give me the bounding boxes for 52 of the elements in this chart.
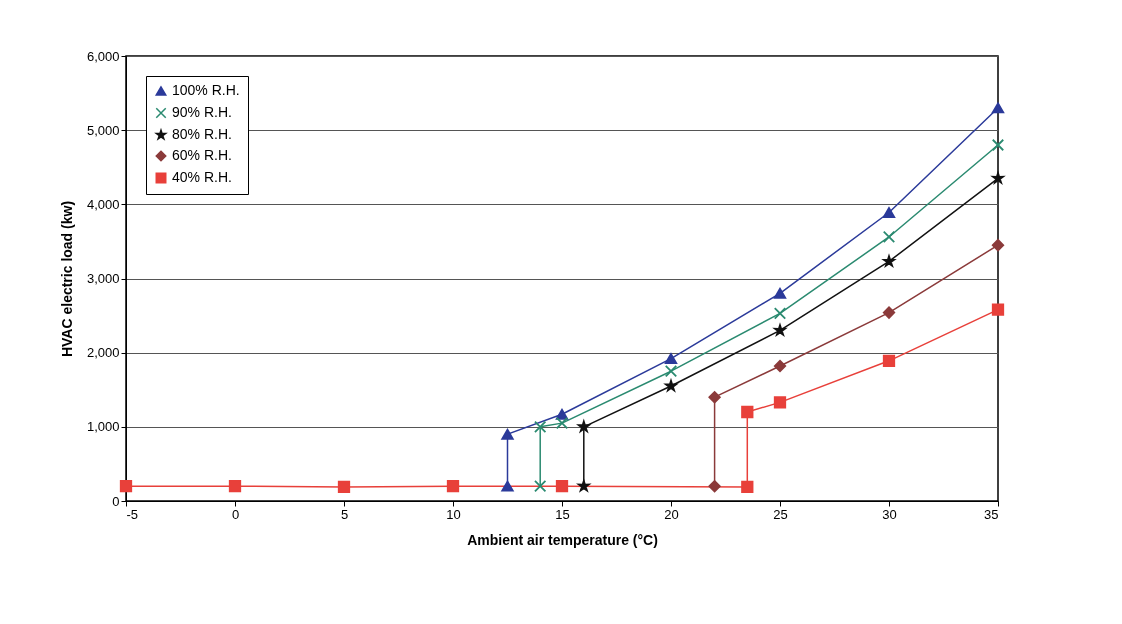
point [534, 480, 547, 493]
point [555, 416, 569, 430]
point [991, 102, 1005, 114]
y-tick-label: 5,000 [86, 122, 120, 138]
legend-label: 100% R.H. [172, 82, 240, 98]
x-tick-label: 30 [882, 506, 897, 522]
legend-label: 90% R.H. [172, 104, 232, 120]
y-tick-label: 1,000 [86, 419, 120, 435]
legend-label: 40% R.H. [172, 169, 232, 185]
point [773, 396, 787, 409]
point [555, 480, 569, 493]
point [882, 207, 896, 218]
point [534, 420, 547, 433]
point [882, 354, 896, 367]
point [991, 238, 1005, 252]
point [337, 480, 351, 494]
x-tick-label: 15 [555, 506, 570, 522]
point [882, 306, 896, 319]
y-tick-label: 4,000 [86, 196, 120, 212]
point [446, 480, 460, 493]
point [741, 405, 754, 419]
y-axis-title: HVAC electric load (kw) [58, 200, 75, 358]
point [708, 391, 721, 404]
point [991, 303, 1005, 316]
point [119, 480, 133, 493]
x-tick-label: -5 [126, 506, 139, 522]
point [773, 307, 787, 320]
legend-label: 60% R.H. [172, 147, 232, 163]
point [501, 428, 514, 440]
point [664, 353, 678, 365]
point [664, 365, 678, 378]
y-tick-label: 3,000 [86, 271, 120, 286]
y-tick-label: 0 [112, 493, 120, 509]
x-tick-label: 10 [446, 506, 461, 522]
legend-label: 80% R.H. [172, 126, 232, 142]
point [228, 480, 242, 493]
x-tick-label: 35 [984, 506, 999, 522]
point [501, 480, 514, 492]
point [708, 480, 721, 493]
x-tick-label: 0 [231, 506, 240, 522]
point [991, 138, 1005, 152]
x-tick-label: 25 [773, 506, 788, 522]
point [882, 230, 896, 244]
point [741, 480, 754, 494]
x-tick-label: 5 [340, 506, 349, 522]
y-tick-label: 6,000 [86, 48, 120, 64]
x-tick-label: 20 [664, 506, 679, 522]
point [555, 408, 569, 420]
y-tick-label: 2,000 [86, 345, 120, 361]
point [773, 287, 787, 299]
x-axis-title: Ambient air temperature (°C) [467, 531, 658, 548]
point [773, 359, 787, 373]
